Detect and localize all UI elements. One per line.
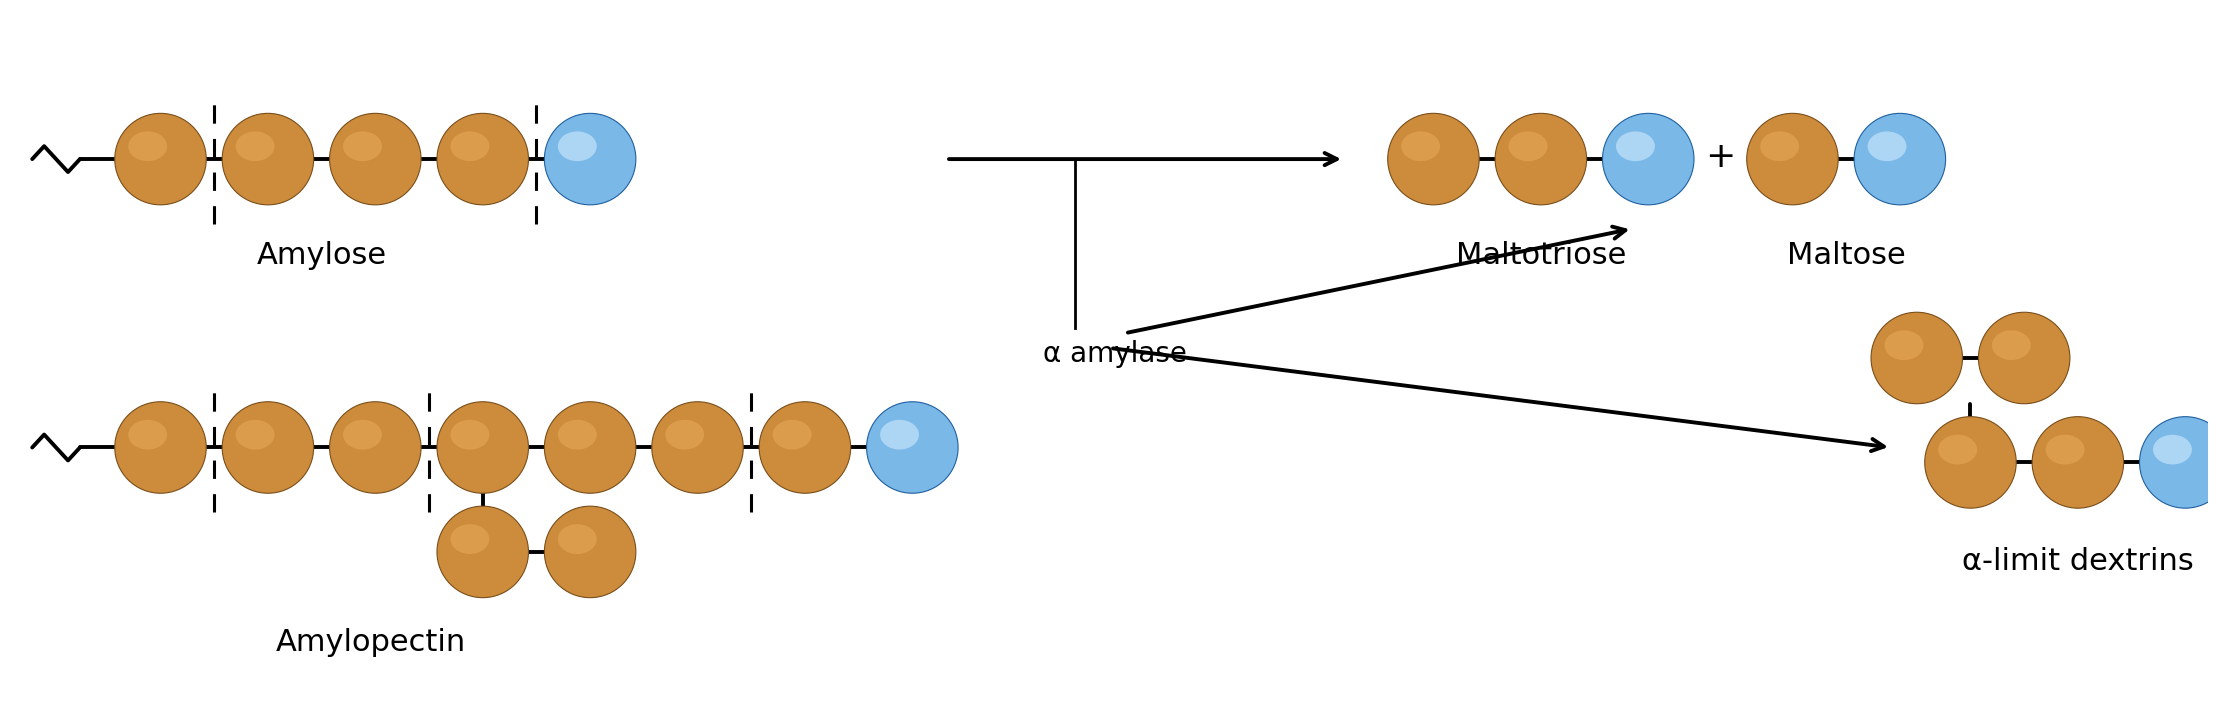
Text: Maltotriose: Maltotriose — [1456, 241, 1627, 270]
Ellipse shape — [115, 401, 206, 493]
Ellipse shape — [1602, 113, 1693, 205]
Ellipse shape — [115, 113, 206, 205]
Text: α amylase: α amylase — [1043, 340, 1187, 368]
Ellipse shape — [772, 420, 812, 450]
Text: Maltose: Maltose — [1786, 241, 1906, 270]
Ellipse shape — [2139, 416, 2219, 508]
Ellipse shape — [1871, 312, 1962, 404]
Text: α-limit dextrins: α-limit dextrins — [1962, 547, 2195, 576]
Ellipse shape — [544, 506, 637, 597]
Ellipse shape — [544, 401, 637, 493]
Ellipse shape — [1979, 312, 2070, 404]
Ellipse shape — [544, 113, 637, 205]
Ellipse shape — [331, 401, 422, 493]
Ellipse shape — [1760, 131, 1800, 161]
Ellipse shape — [652, 401, 743, 493]
Ellipse shape — [1746, 113, 1837, 205]
Ellipse shape — [235, 420, 275, 450]
Ellipse shape — [344, 420, 382, 450]
Ellipse shape — [1387, 113, 1480, 205]
Ellipse shape — [557, 420, 597, 450]
Ellipse shape — [1615, 131, 1655, 161]
Ellipse shape — [450, 420, 490, 450]
Ellipse shape — [1884, 330, 1924, 360]
Text: Amylopectin: Amylopectin — [275, 628, 466, 657]
Ellipse shape — [235, 131, 275, 161]
Ellipse shape — [1993, 330, 2030, 360]
Ellipse shape — [129, 420, 166, 450]
Ellipse shape — [2046, 435, 2084, 464]
Ellipse shape — [437, 113, 528, 205]
Ellipse shape — [1509, 131, 1547, 161]
Ellipse shape — [666, 420, 703, 450]
Ellipse shape — [557, 524, 597, 554]
Ellipse shape — [222, 401, 313, 493]
Ellipse shape — [1868, 131, 1906, 161]
Ellipse shape — [450, 524, 490, 554]
Ellipse shape — [1496, 113, 1587, 205]
Ellipse shape — [437, 401, 528, 493]
Ellipse shape — [868, 401, 959, 493]
Text: +: + — [1704, 140, 1735, 174]
Ellipse shape — [450, 131, 490, 161]
Ellipse shape — [1924, 416, 2017, 508]
Ellipse shape — [557, 131, 597, 161]
Ellipse shape — [437, 506, 528, 597]
Ellipse shape — [759, 401, 850, 493]
Ellipse shape — [1937, 435, 1977, 464]
Ellipse shape — [1400, 131, 1440, 161]
Ellipse shape — [2152, 435, 2192, 464]
Ellipse shape — [331, 113, 422, 205]
Ellipse shape — [222, 113, 313, 205]
Ellipse shape — [344, 131, 382, 161]
Ellipse shape — [2033, 416, 2124, 508]
Ellipse shape — [129, 131, 166, 161]
Text: Amylose: Amylose — [257, 241, 386, 270]
Ellipse shape — [1855, 113, 1946, 205]
Ellipse shape — [881, 420, 919, 450]
